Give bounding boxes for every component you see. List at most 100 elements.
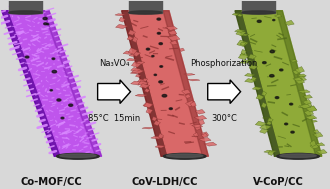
Polygon shape	[237, 14, 243, 17]
Polygon shape	[303, 95, 313, 99]
Polygon shape	[129, 0, 162, 12]
Polygon shape	[131, 62, 141, 67]
FancyArrow shape	[208, 80, 241, 104]
Polygon shape	[145, 88, 150, 92]
Circle shape	[159, 81, 163, 83]
Polygon shape	[185, 100, 195, 107]
Circle shape	[147, 48, 149, 50]
Polygon shape	[163, 11, 208, 156]
Polygon shape	[194, 124, 201, 130]
Circle shape	[44, 23, 47, 25]
Polygon shape	[194, 115, 207, 120]
Polygon shape	[251, 77, 256, 81]
Polygon shape	[260, 129, 268, 133]
Polygon shape	[142, 127, 154, 129]
Circle shape	[157, 18, 161, 20]
Circle shape	[291, 131, 294, 133]
Polygon shape	[262, 91, 267, 96]
Polygon shape	[123, 51, 135, 54]
Circle shape	[47, 24, 49, 25]
Circle shape	[50, 90, 52, 91]
Circle shape	[52, 70, 56, 73]
Text: Phosphorization: Phosphorization	[190, 59, 258, 68]
Polygon shape	[135, 94, 148, 97]
Polygon shape	[154, 120, 160, 126]
Polygon shape	[9, 0, 42, 12]
Polygon shape	[126, 58, 137, 61]
Polygon shape	[119, 17, 125, 22]
Polygon shape	[304, 102, 312, 108]
Polygon shape	[237, 40, 248, 46]
Circle shape	[263, 62, 266, 64]
Polygon shape	[289, 60, 297, 62]
Circle shape	[25, 56, 29, 58]
Polygon shape	[256, 94, 264, 100]
Polygon shape	[298, 90, 310, 93]
Polygon shape	[138, 81, 148, 86]
Polygon shape	[235, 29, 245, 32]
Polygon shape	[165, 26, 178, 30]
Polygon shape	[158, 133, 164, 138]
Polygon shape	[240, 61, 249, 64]
Polygon shape	[302, 99, 312, 104]
Ellipse shape	[167, 154, 203, 157]
Polygon shape	[297, 76, 306, 78]
Circle shape	[154, 74, 156, 76]
Polygon shape	[310, 144, 319, 149]
Polygon shape	[201, 133, 208, 138]
Ellipse shape	[163, 153, 206, 159]
Polygon shape	[193, 132, 198, 137]
Circle shape	[290, 103, 293, 105]
FancyArrow shape	[98, 80, 130, 104]
Circle shape	[273, 19, 275, 21]
Polygon shape	[137, 79, 147, 83]
Polygon shape	[132, 36, 138, 43]
Circle shape	[270, 75, 274, 77]
Polygon shape	[236, 30, 246, 36]
Polygon shape	[261, 102, 267, 108]
Polygon shape	[277, 11, 322, 156]
Circle shape	[160, 66, 163, 67]
Polygon shape	[275, 14, 282, 17]
Polygon shape	[136, 74, 141, 77]
Polygon shape	[297, 74, 306, 77]
Polygon shape	[284, 20, 294, 25]
Polygon shape	[294, 76, 307, 82]
Polygon shape	[241, 60, 252, 62]
Polygon shape	[129, 11, 208, 156]
Circle shape	[275, 97, 279, 98]
Polygon shape	[264, 150, 277, 153]
Circle shape	[285, 123, 288, 125]
Polygon shape	[255, 121, 267, 126]
Polygon shape	[304, 109, 314, 116]
Ellipse shape	[9, 11, 42, 14]
Polygon shape	[115, 24, 128, 29]
Polygon shape	[201, 132, 209, 137]
Polygon shape	[241, 50, 246, 55]
Polygon shape	[192, 125, 203, 128]
Polygon shape	[204, 142, 217, 146]
Polygon shape	[143, 103, 153, 107]
Text: V-CoP/CC: V-CoP/CC	[253, 177, 304, 187]
Polygon shape	[131, 51, 141, 56]
Ellipse shape	[242, 11, 275, 14]
Polygon shape	[199, 137, 211, 142]
Text: Co-MOF/CC: Co-MOF/CC	[21, 177, 82, 187]
Text: 300°C: 300°C	[211, 114, 237, 122]
Polygon shape	[268, 151, 274, 156]
Polygon shape	[145, 104, 152, 106]
Polygon shape	[307, 106, 316, 112]
Polygon shape	[136, 61, 145, 64]
Polygon shape	[314, 143, 325, 146]
Polygon shape	[9, 11, 102, 156]
Polygon shape	[240, 53, 248, 56]
Circle shape	[162, 94, 167, 97]
Polygon shape	[168, 30, 177, 35]
Polygon shape	[130, 72, 140, 74]
Circle shape	[43, 17, 47, 20]
Polygon shape	[240, 34, 249, 36]
Ellipse shape	[57, 153, 99, 159]
Text: CoV-LDH/CC: CoV-LDH/CC	[132, 177, 198, 187]
Polygon shape	[299, 104, 311, 109]
Polygon shape	[293, 78, 302, 81]
